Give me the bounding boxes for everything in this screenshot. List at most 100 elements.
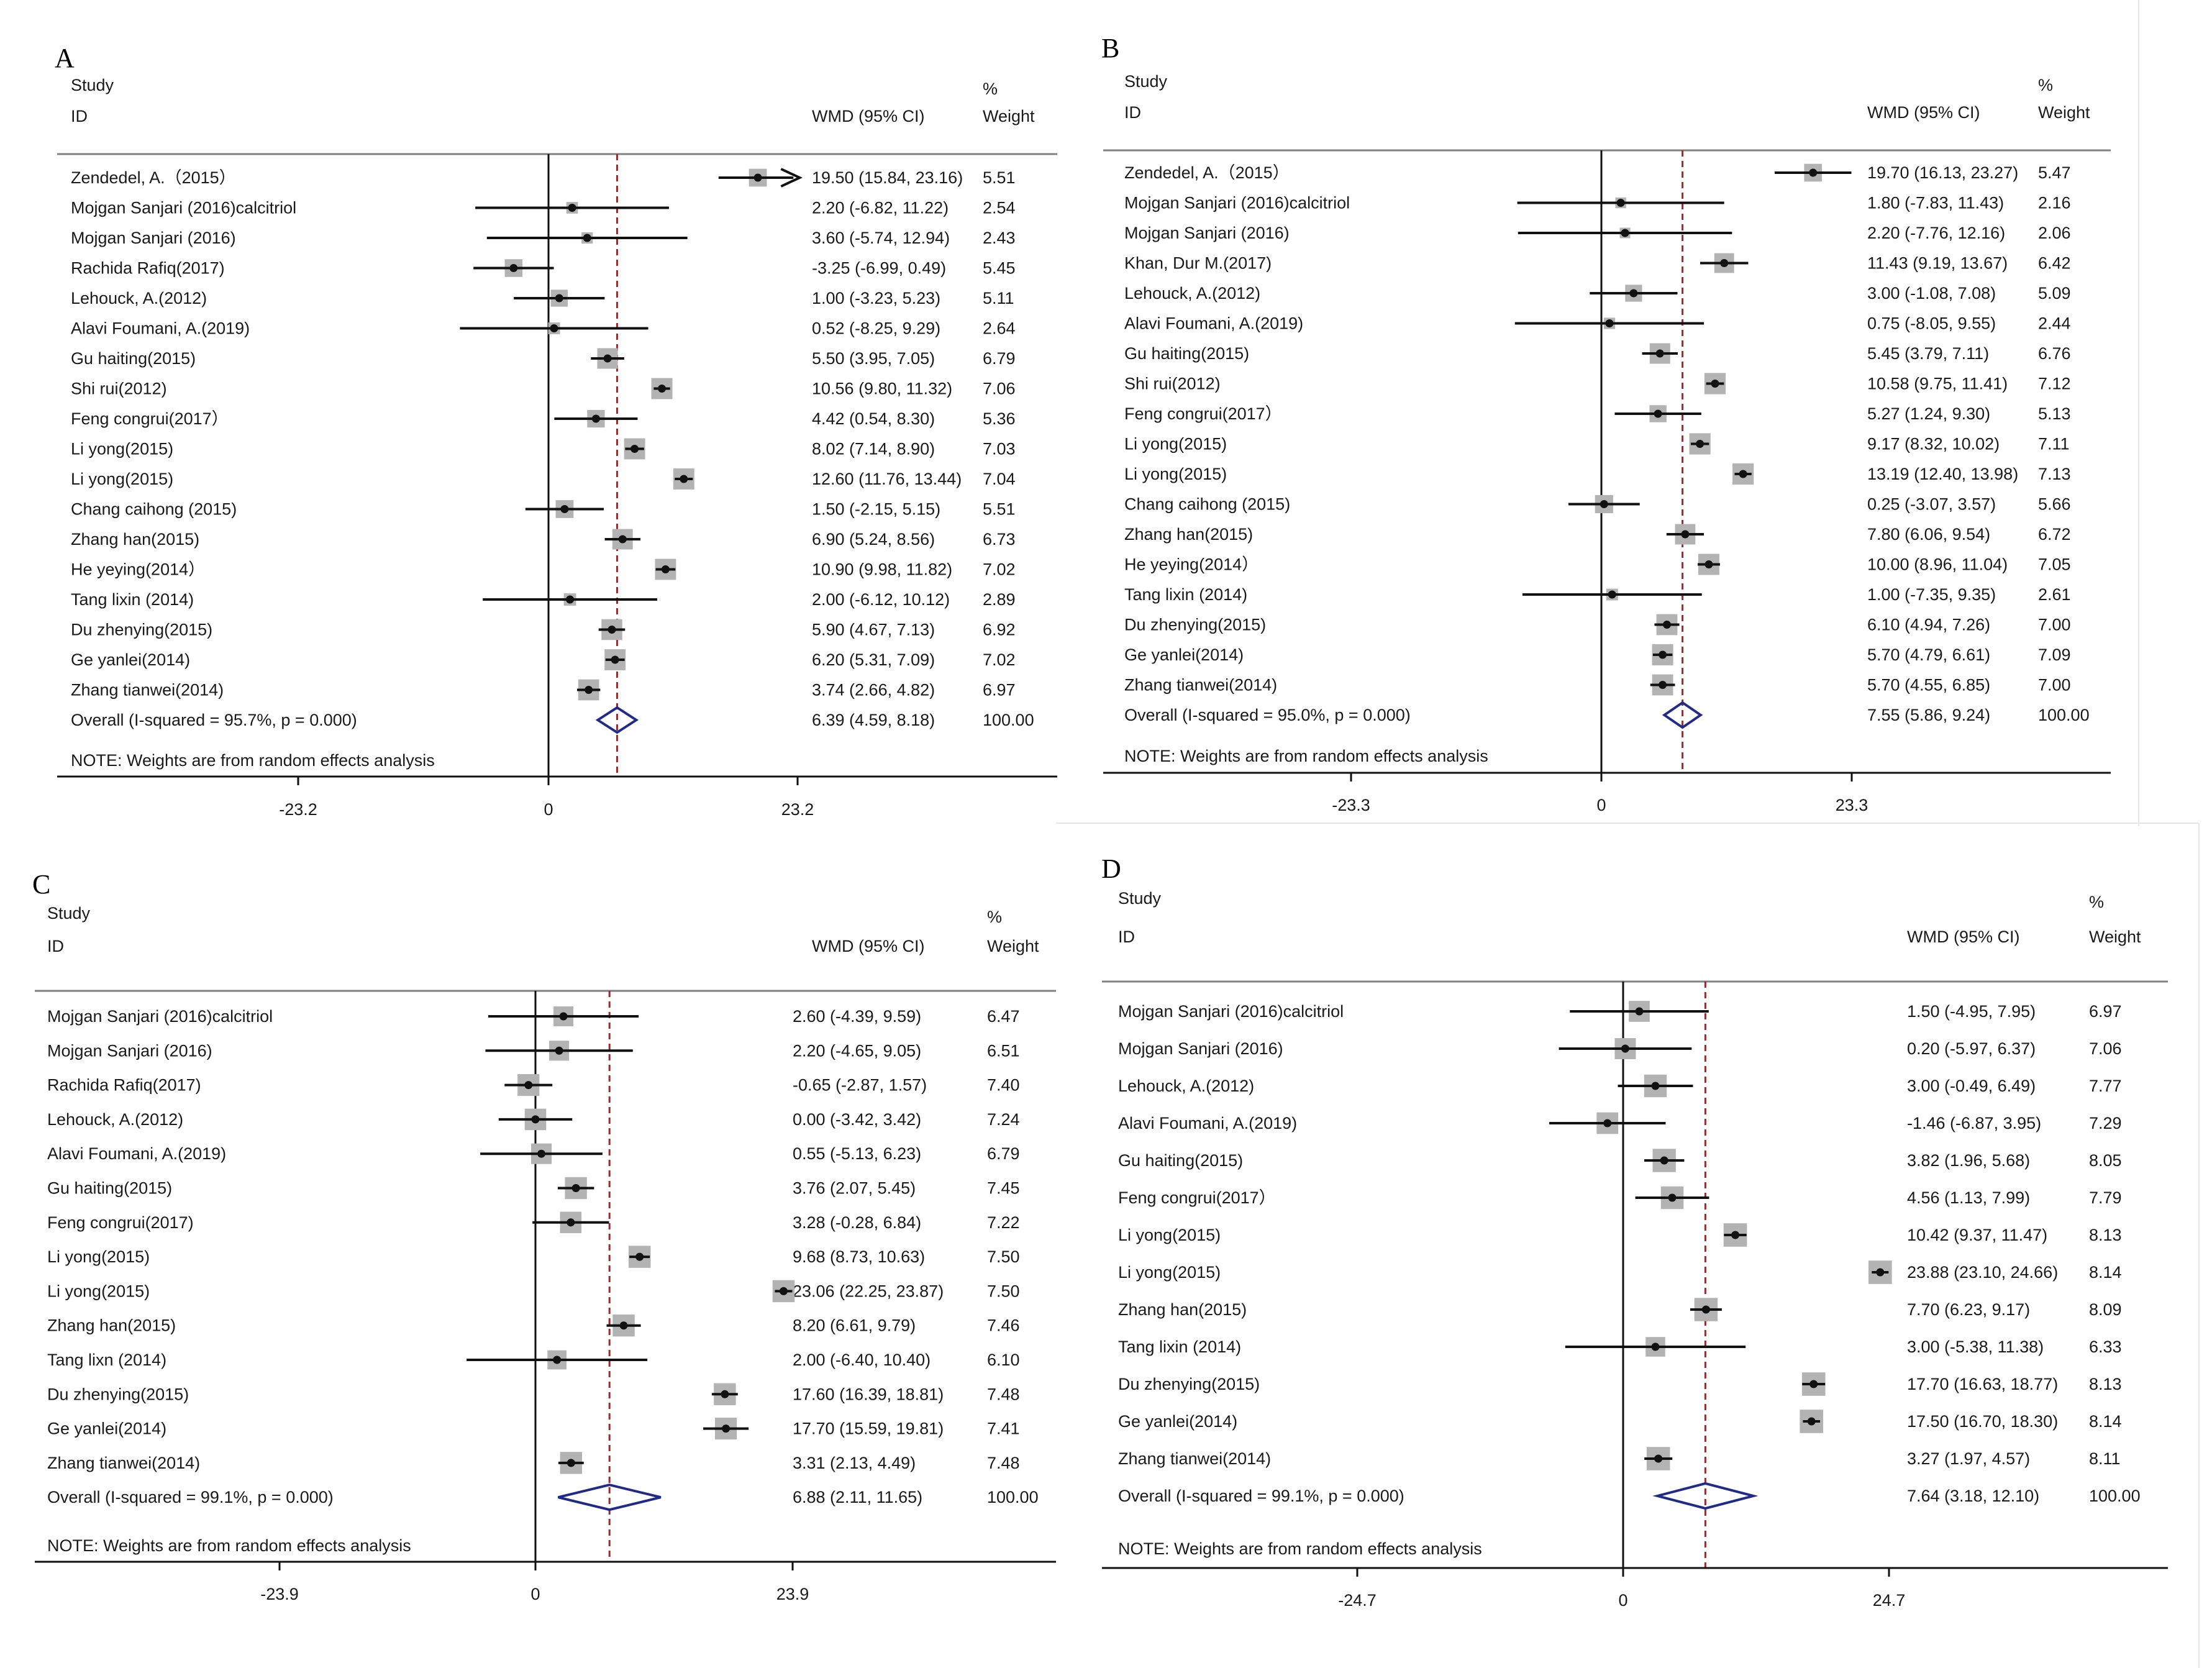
- study-ci-text: 0.75 (-8.05, 9.55): [1867, 314, 1996, 333]
- overall-weight-text: 100.00: [2089, 1487, 2141, 1505]
- study-weight-text: 7.02: [983, 560, 1016, 579]
- study-label: Lehouck, A.(2012): [1118, 1077, 1254, 1095]
- study-row: Rachida Rafiq(2017) -3.25 (-6.99, 0.49) 5.…: [71, 259, 1016, 278]
- study-row: Ge yanlei(2014) 17.70 (15.59, 19.81) 7.41: [47, 1418, 1020, 1440]
- study-weight-text: 6.79: [987, 1144, 1020, 1163]
- x-axis-tick-label: 0: [544, 800, 553, 819]
- study-ci-text: 8.20 (6.61, 9.79): [793, 1316, 916, 1335]
- study-label: Ge yanlei(2014): [1118, 1412, 1237, 1431]
- study-weight-text: 7.45: [987, 1179, 1020, 1198]
- overall-ci-text: 7.55 (5.86, 9.24): [1867, 706, 1990, 724]
- study-label: He yeying(2014）: [71, 560, 205, 579]
- study-weight-text: 7.06: [983, 380, 1016, 398]
- study-row: Lehouck, A.(2012) 3.00 (-0.49, 6.49) 7.77: [1118, 1074, 2122, 1098]
- study-ci-text: -3.25 (-6.99, 0.49): [812, 259, 946, 278]
- study-row: Shi rui(2012) 10.58 (9.75, 11.41) 7.12: [1124, 373, 2071, 394]
- study-label: Alavi Foumani, A.(2019): [1124, 314, 1303, 333]
- study-ci-text: -1.46 (-6.87, 3.95): [1907, 1114, 2041, 1133]
- point-estimate: [583, 234, 591, 242]
- point-estimate: [1681, 530, 1690, 539]
- point-estimate: [680, 475, 688, 483]
- overall-ci-text: 7.64 (3.18, 12.10): [1907, 1487, 2039, 1505]
- study-row: Shi rui(2012) 10.56 (9.80, 11.32) 7.06: [71, 378, 1016, 399]
- study-weight-text: 7.22: [987, 1213, 1020, 1232]
- study-label: Li yong(2015): [1118, 1263, 1221, 1282]
- overall-diamond: [1662, 701, 1703, 729]
- study-label: Li yong(2015): [47, 1282, 150, 1300]
- study-label: Li yong(2015): [71, 440, 173, 458]
- study-label: Rachida Rafiq(2017): [71, 259, 225, 278]
- point-estimate: [721, 1390, 729, 1398]
- point-estimate: [1696, 440, 1705, 448]
- weights-note: NOTE: Weights are from random effects an…: [71, 751, 435, 770]
- study-label: Zhang tianwei(2014): [1118, 1449, 1271, 1468]
- header-study: Study: [1118, 889, 1162, 908]
- point-estimate: [1659, 650, 1667, 659]
- header-wmd: WMD (95% CI): [812, 107, 925, 125]
- study-row: Li yong(2015) 9.68 (8.73, 10.63) 7.50: [47, 1246, 1020, 1268]
- forest-panel-a: A Study ID WMD (95% CI)% Weight Zendedel, A.（…: [55, 43, 1057, 819]
- study-label: Mojgan Sanjari (2016): [1118, 1039, 1283, 1058]
- study-weight-text: 6.51: [987, 1041, 1020, 1060]
- header-weight: Weight: [983, 107, 1035, 125]
- study-label: Tang lixin (2014): [1118, 1338, 1241, 1356]
- study-label: Chang caihong (2015): [71, 500, 237, 519]
- study-weight-text: 8.09: [2089, 1300, 2122, 1319]
- study-ci-text: 17.50 (16.70, 18.30): [1907, 1412, 2058, 1431]
- study-weight-text: 8.14: [2089, 1263, 2122, 1282]
- study-label: Gu haiting(2015): [71, 349, 196, 368]
- study-ci-text: 6.20 (5.31, 7.09): [812, 650, 935, 669]
- study-weight-text: 7.09: [2038, 645, 2071, 664]
- study-ci-text: 10.90 (9.98, 11.82): [812, 560, 952, 579]
- weights-note: NOTE: Weights are from random effects an…: [1118, 1539, 1482, 1558]
- study-ci-text: 7.70 (6.23, 9.17): [1907, 1300, 2030, 1319]
- overall-weight-text: 100.00: [987, 1488, 1039, 1506]
- study-row: Feng congrui(2017) 3.28 (-0.28, 6.84) 7.22: [47, 1211, 1020, 1234]
- study-ci-text: 5.45 (3.79, 7.11): [1867, 344, 1989, 363]
- study-label: Li yong(2015): [1118, 1226, 1221, 1244]
- study-row: Tang lixin (2014) 1.00 (-7.35, 9.35) 2.61: [1124, 585, 2071, 604]
- study-ci-text: 10.42 (9.37, 11.47): [1907, 1226, 2047, 1244]
- point-estimate: [1621, 1044, 1629, 1053]
- point-estimate: [560, 505, 569, 513]
- overall-ci-text: 6.88 (2.11, 11.65): [793, 1488, 922, 1506]
- study-ci-text: 0.52 (-8.25, 9.29): [812, 319, 940, 338]
- point-estimate: [722, 1424, 731, 1433]
- header-weight: Weight: [2038, 103, 2090, 122]
- study-weight-text: 8.14: [2089, 1412, 2122, 1431]
- study-weight-text: 7.46: [987, 1316, 1020, 1335]
- study-label: Ge yanlei(2014): [1124, 645, 1244, 664]
- study-label: Tang lixin (2014): [71, 590, 194, 609]
- study-ci-text: 1.50 (-2.15, 5.15): [812, 500, 940, 519]
- study-label: Feng congrui(2017): [47, 1213, 194, 1232]
- study-weight-text: 5.51: [983, 500, 1016, 519]
- forest-panel-b: B Study ID WMD (95% CI)% Weight Zendedel, A.（…: [1101, 33, 2111, 814]
- study-weight-text: 7.00: [2038, 616, 2071, 634]
- header-weight: Weight: [2089, 927, 2141, 946]
- point-estimate: [1651, 1082, 1660, 1090]
- study-row: Lehouck, A.(2012) 0.00 (-3.42, 3.42) 7.24: [47, 1108, 1020, 1131]
- study-label: Chang caihong (2015): [1124, 495, 1290, 514]
- study-row: Li yong(2015) 23.06 (22.25, 23.87) 7.50: [47, 1280, 1020, 1303]
- study-label: Gu haiting(2015): [47, 1179, 172, 1198]
- point-estimate: [1809, 1380, 1818, 1388]
- study-row: Li yong(2015) 10.42 (9.37, 11.47) 8.13: [1118, 1223, 2122, 1247]
- study-weight-text: 5.09: [2038, 284, 2071, 303]
- x-axis-tick-label: 23.9: [776, 1585, 809, 1603]
- point-estimate: [567, 1459, 575, 1467]
- study-label: Zhang tianwei(2014): [71, 681, 224, 700]
- study-weight-text: 6.10: [987, 1351, 1020, 1369]
- study-label: Feng congrui(2017）: [1118, 1188, 1276, 1207]
- study-weight-text: 2.61: [2038, 585, 2071, 604]
- study-weight-text: 8.11: [2089, 1449, 2121, 1468]
- study-ci-text: 19.70 (16.13, 23.27): [1867, 163, 2018, 182]
- study-weight-text: 5.51: [983, 168, 1016, 187]
- study-weight-text: 5.66: [2038, 495, 2071, 514]
- overall-row: Overall (I-squared = 95.0%, p = 0.000) 7.…: [1124, 701, 2090, 729]
- study-label: Khan, Dur M.(2017): [1124, 254, 1272, 273]
- study-weight-text: 7.41: [987, 1420, 1020, 1438]
- study-row: Ge yanlei(2014) 17.50 (16.70, 18.30) 8.14: [1118, 1410, 2122, 1433]
- study-weight-text: 2.16: [2038, 194, 2071, 212]
- point-estimate: [555, 1046, 563, 1055]
